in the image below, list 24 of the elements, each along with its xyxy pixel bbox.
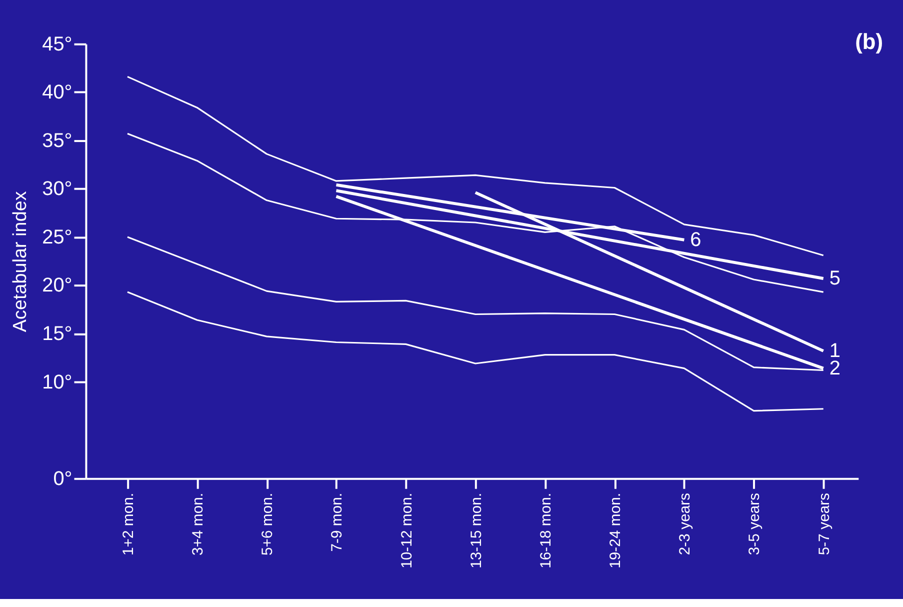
x-tick-label: 7-9 mon. — [328, 492, 346, 552]
y-tick-label: 45° — [42, 33, 72, 56]
annotation: (b) — [855, 28, 884, 54]
x-tick-label: 13-15 mon. — [468, 492, 485, 568]
x-tick-label: 16-18 mon. — [537, 492, 554, 568]
y-tick-label: 40° — [42, 82, 72, 104]
y-tick-label: 35° — [42, 130, 72, 152]
series-label: 6 — [690, 228, 702, 251]
y-tick-label: 20° — [42, 274, 72, 297]
series-label: 5 — [829, 267, 840, 290]
x-tick-label: 10-12 mon. — [398, 492, 416, 568]
y-tick-label: 30° — [42, 178, 72, 200]
y-tick-label: 10° — [42, 371, 72, 394]
x-tick-label: 3+4 mon. — [190, 492, 207, 556]
x-tick-label: 2-3 years — [676, 492, 694, 556]
x-tick-label: 5-7 years — [816, 492, 833, 556]
y-tick-label: 15° — [42, 323, 72, 346]
x-tick-label: 3-5 years — [746, 492, 764, 556]
y-tick-label: 0° — [53, 468, 72, 490]
x-tick-label: 19-24 mon. — [607, 492, 624, 568]
x-tick-label: 1+2 mon. — [120, 492, 137, 556]
y-axis-title: Acetabular index — [10, 190, 32, 332]
x-tick-label: 5+6 mon. — [259, 492, 276, 556]
y-tick-label: 25° — [42, 226, 72, 248]
